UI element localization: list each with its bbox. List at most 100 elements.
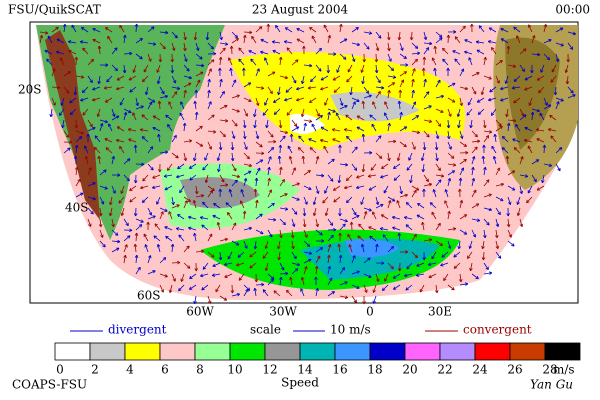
wind-arrow-head: [264, 57, 268, 61]
wind-arrow-head: [446, 34, 451, 38]
wind-arrow-head: [425, 178, 429, 182]
wind-arrow: [219, 119, 228, 122]
wind-arrow-head: [483, 56, 487, 61]
wind-arrow-head: [381, 165, 385, 169]
wind-arrow: [381, 214, 389, 220]
wind-arrow-head: [405, 250, 409, 254]
wind-arrow-head: [156, 201, 160, 205]
wind-arrow-head: [308, 258, 312, 262]
wind-arrow-head: [387, 122, 391, 127]
wind-arrow-head: [393, 177, 398, 181]
wind-arrow-head: [115, 138, 120, 143]
colorbar-tick: 26: [507, 363, 522, 377]
wind-arrow-head: [140, 219, 144, 223]
wind-arrow-head: [333, 52, 337, 56]
wind-arrow-head: [491, 47, 495, 51]
wind-arrow-head: [89, 79, 93, 84]
wind-arrow-head: [319, 138, 324, 143]
wind-arrow-head: [298, 135, 302, 140]
map: [29, 21, 579, 305]
wind-arrow-head: [327, 244, 332, 248]
wind-arrow: [502, 136, 509, 143]
wind-arrow-head: [336, 69, 340, 73]
wind-arrow-head: [403, 216, 408, 220]
wind-arrow: [218, 163, 221, 172]
wind-arrow: [219, 174, 225, 183]
wind-arrow-head: [39, 34, 44, 39]
wind-arrow-head: [476, 72, 480, 76]
wind-arrow-head: [230, 147, 235, 151]
wind-arrow-head: [112, 190, 116, 194]
wind-arrow: [384, 112, 389, 121]
wind-arrow: [323, 24, 329, 33]
wind-arrow: [82, 86, 89, 93]
wind-arrow: [387, 140, 397, 143]
wind-arrow-head: [150, 167, 154, 171]
wind-arrow-head: [249, 265, 253, 269]
colorbar-cell: [509, 342, 546, 361]
wind-arrow: [471, 72, 480, 77]
wind-arrow: [59, 108, 65, 116]
wind-arrow-head: [281, 267, 285, 271]
wind-arrow: [207, 141, 212, 150]
wind-arrow: [527, 185, 533, 194]
wind-arrow-head: [172, 47, 176, 51]
wind-arrow: [387, 31, 390, 40]
wind-arrow: [339, 267, 345, 275]
wind-arrow-head: [262, 289, 267, 293]
wind-arrow-head: [369, 150, 373, 155]
wind-arrow: [123, 244, 128, 253]
wind-arrow-head: [271, 40, 276, 44]
wind-arrow: [482, 251, 485, 261]
wind-arrow: [51, 86, 61, 89]
wind-arrow-head: [264, 245, 269, 249]
wind-arrow-head: [312, 201, 317, 205]
wind-arrow: [215, 284, 221, 293]
wind-arrow-head: [67, 71, 71, 75]
wind-arrow: [483, 75, 492, 80]
wind-arrow-head: [151, 185, 156, 190]
wind-arrow-head: [417, 202, 421, 207]
wind-arrow-head: [426, 134, 430, 138]
wind-arrow-head: [367, 257, 371, 261]
wind-arrow-head: [73, 92, 78, 96]
wind-arrow-head: [505, 113, 509, 118]
wind-arrow: [315, 229, 323, 236]
wind-arrow-head: [283, 40, 288, 44]
wind-arrow: [296, 38, 305, 44]
wind-arrow-head: [513, 99, 517, 104]
wind-arrow: [303, 258, 312, 264]
wind-arrow-head: [528, 102, 532, 106]
wind-arrow: [375, 244, 378, 253]
wind-arrow-head: [221, 91, 225, 95]
legend-scale-value: 10 m/s: [330, 323, 371, 337]
wind-arrow: [297, 147, 305, 154]
wind-arrow: [200, 216, 209, 220]
wind-arrow-head: [346, 135, 350, 140]
wind-arrow-head: [315, 287, 319, 292]
wind-arrow-head: [497, 211, 501, 216]
wind-arrow-head: [148, 255, 152, 259]
wind-arrow: [152, 127, 161, 132]
wind-arrow: [219, 184, 228, 187]
wind-arrow-head: [547, 104, 552, 108]
wind-arrow-head: [254, 177, 259, 181]
wind-arrow-head: [236, 263, 240, 267]
wind-arrow: [279, 193, 288, 198]
wind-arrow: [411, 189, 417, 198]
wind-arrow-head: [374, 59, 379, 63]
wind-arrow: [423, 79, 427, 88]
colorbar-tick: 4: [126, 363, 134, 377]
wind-arrow: [94, 135, 101, 143]
wind-arrow: [495, 119, 502, 127]
wind-arrow-head: [160, 211, 164, 215]
wind-arrow-head: [344, 295, 349, 299]
wind-arrow-head: [460, 68, 465, 72]
wind-arrow: [260, 51, 269, 55]
wind-arrow-head: [446, 125, 451, 129]
wind-arrow-head: [473, 91, 477, 95]
wind-arrow: [387, 53, 392, 62]
wind-arrow-head: [482, 144, 486, 148]
wind-arrow-head: [233, 167, 237, 172]
wind-arrow: [459, 273, 462, 282]
